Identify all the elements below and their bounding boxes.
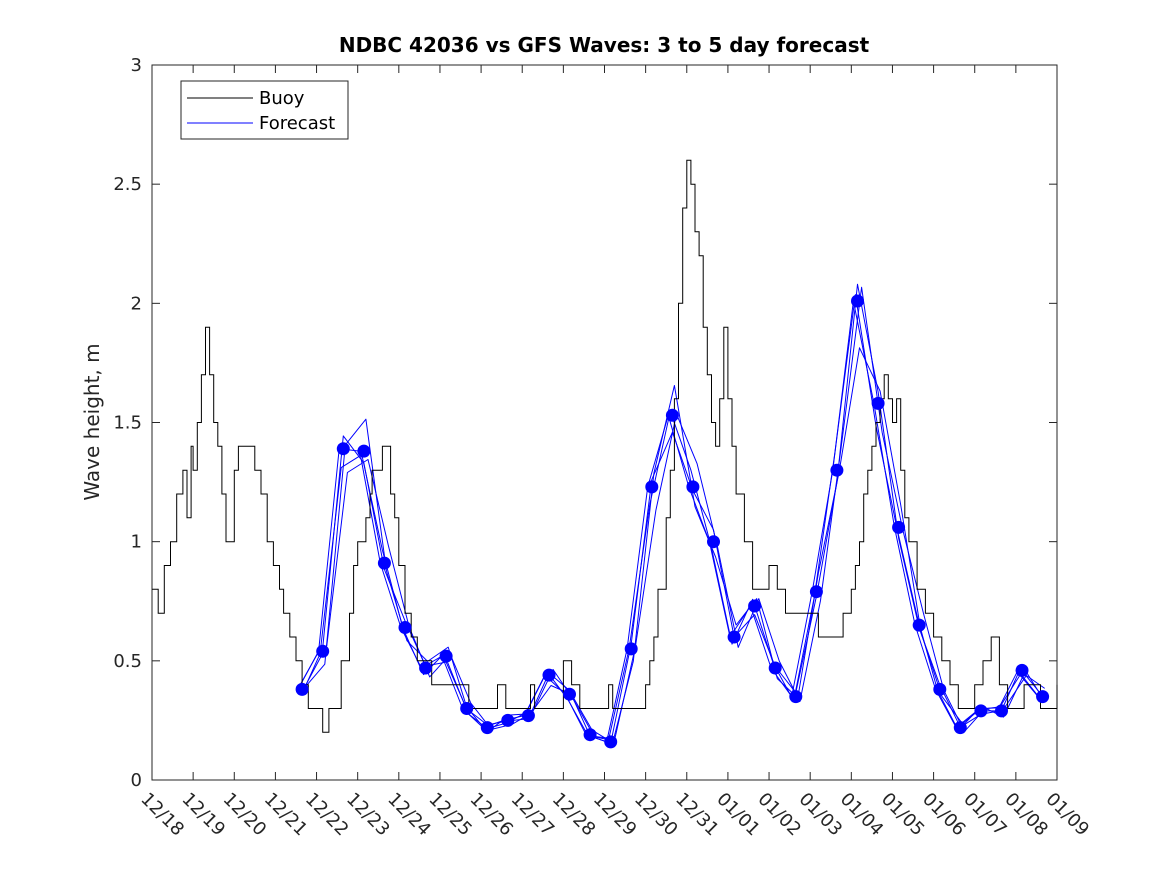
forecast-point	[336, 442, 350, 456]
forecast-point	[1015, 663, 1029, 677]
forecast-point	[871, 396, 885, 410]
forecast-member-line	[303, 347, 1045, 744]
forecast-point	[316, 644, 330, 658]
legend: Buoy Forecast	[180, 80, 349, 140]
forecast-point	[1036, 690, 1050, 704]
axes-box	[151, 64, 1058, 781]
forecast-point	[419, 661, 433, 675]
forecast-point	[542, 668, 556, 682]
y-tick-label: 2.5	[113, 174, 142, 195]
forecast-point	[563, 687, 576, 701]
forecast-point	[521, 709, 535, 723]
forecast-point	[439, 649, 453, 663]
forecast-point	[295, 682, 309, 696]
forecast-point	[789, 690, 803, 704]
buoy-series	[152, 159, 1058, 733]
forecast-point	[645, 480, 659, 494]
forecast-point	[809, 585, 823, 599]
forecast-point	[933, 682, 947, 696]
forecast-point	[768, 661, 782, 675]
forecast-point	[398, 621, 412, 634]
forecast-point	[501, 713, 515, 727]
forecast-point	[830, 463, 844, 477]
y-tick-label: 0.5	[113, 651, 142, 672]
forecast-point	[707, 535, 720, 549]
forecast-point	[912, 618, 926, 632]
forecast-point	[357, 444, 371, 458]
y-tick-label: 0	[131, 770, 142, 791]
legend-buoy-label: Buoy	[259, 88, 305, 109]
y-axis-label: Wave height, m	[80, 343, 104, 500]
forecast-point	[604, 735, 618, 749]
forecast-point	[974, 704, 988, 718]
legend-forecast-label: Forecast	[259, 113, 335, 134]
chart-title: NDBC 42036 vs GFS Waves: 3 to 5 day fore…	[339, 33, 870, 57]
plot-area	[151, 64, 1058, 781]
forecast-series	[295, 294, 1050, 749]
y-tick-label: 2	[131, 293, 142, 314]
forecast-point	[377, 556, 391, 570]
forecast-point	[460, 702, 474, 715]
y-tick-label: 1	[131, 532, 142, 553]
forecast-point	[953, 721, 967, 735]
forecast-point	[480, 721, 494, 735]
forecast-point	[748, 599, 762, 613]
y-axis: 0 0.5 1 1.5 2 2.5 3	[113, 55, 1057, 791]
buoy-line	[152, 159, 1058, 733]
y-tick-label: 3	[131, 55, 142, 76]
forecast-point	[995, 704, 1008, 718]
forecast-point	[583, 728, 597, 742]
forecast-point	[892, 520, 906, 534]
forecast-point	[727, 630, 741, 644]
forecast-point	[686, 480, 700, 494]
forecast-point	[624, 642, 638, 656]
legend-box	[180, 80, 349, 140]
forecast-point	[851, 294, 864, 308]
y-tick-label: 1.5	[113, 413, 142, 434]
forecast-point	[665, 408, 679, 422]
